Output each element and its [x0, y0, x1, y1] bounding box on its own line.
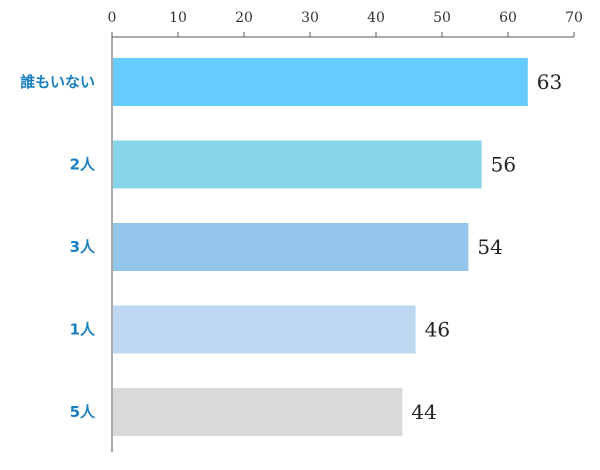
- category-label: 5人: [70, 403, 96, 421]
- value-label: 54: [477, 235, 502, 259]
- x-tick-label: 20: [235, 10, 253, 26]
- value-label: 46: [425, 318, 450, 342]
- x-tick-label: 50: [433, 10, 451, 26]
- category-label: 3人: [70, 238, 96, 256]
- value-label: 44: [411, 400, 436, 424]
- bars: 誰もいない 63 2人 56 3人 54 1人 46 5人 44: [20, 58, 562, 436]
- category-label: 1人: [70, 321, 96, 339]
- bar: [113, 388, 403, 436]
- x-tick-label: 10: [169, 10, 187, 26]
- x-tick-label: 30: [301, 10, 319, 26]
- bar: [113, 223, 469, 271]
- x-tick-label: 0: [108, 10, 117, 26]
- x-tick-label: 70: [565, 10, 583, 26]
- x-axis: 0 10 20 30 40 50 60 70: [108, 10, 583, 452]
- x-tick-label: 40: [367, 10, 385, 26]
- x-tick-label: 60: [499, 10, 517, 26]
- category-label: 誰もいない: [20, 73, 95, 91]
- bar: [113, 305, 416, 354]
- value-label: 63: [537, 70, 562, 94]
- bar: [113, 58, 528, 106]
- bar: [113, 140, 482, 189]
- value-label: 56: [491, 153, 516, 177]
- category-label: 2人: [70, 156, 96, 174]
